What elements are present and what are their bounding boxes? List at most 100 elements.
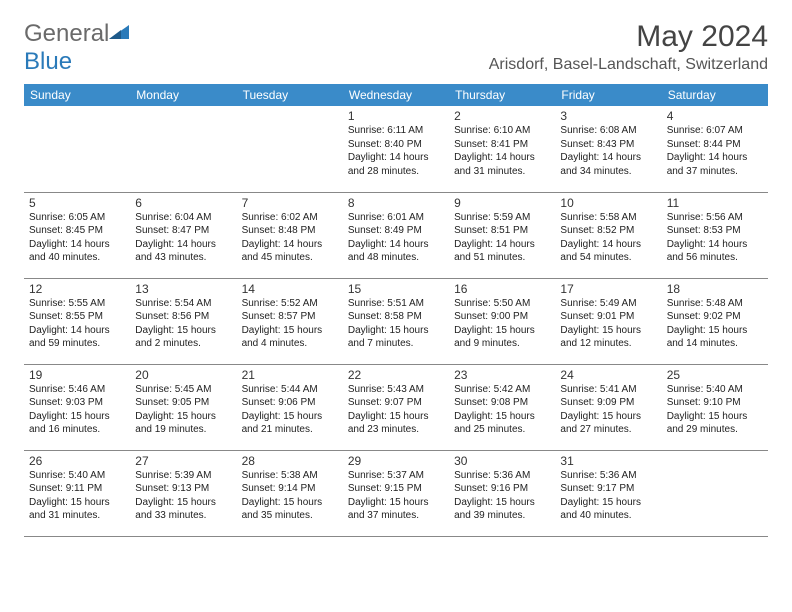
day-info: Sunrise: 6:01 AMSunset: 8:49 PMDaylight:…	[348, 211, 444, 265]
day-info: Sunrise: 5:50 AMSunset: 9:00 PMDaylight:…	[454, 297, 550, 351]
logo-text: GeneralBlue	[24, 20, 131, 76]
day-info: Sunrise: 5:58 AMSunset: 8:52 PMDaylight:…	[560, 211, 656, 265]
calendar-week-row: 26Sunrise: 5:40 AMSunset: 9:11 PMDayligh…	[24, 450, 768, 536]
day-info: Sunrise: 5:56 AMSunset: 8:53 PMDaylight:…	[667, 211, 763, 265]
day-info: Sunrise: 6:05 AMSunset: 8:45 PMDaylight:…	[29, 211, 125, 265]
calendar-day-cell: 12Sunrise: 5:55 AMSunset: 8:55 PMDayligh…	[24, 278, 130, 364]
calendar-day-cell: 6Sunrise: 6:04 AMSunset: 8:47 PMDaylight…	[130, 192, 236, 278]
day-info: Sunrise: 5:40 AMSunset: 9:11 PMDaylight:…	[29, 469, 125, 523]
day-number: 25	[667, 368, 763, 382]
day-number: 31	[560, 454, 656, 468]
calendar-day-cell: 4Sunrise: 6:07 AMSunset: 8:44 PMDaylight…	[662, 106, 768, 192]
day-number: 19	[29, 368, 125, 382]
day-info: Sunrise: 5:52 AMSunset: 8:57 PMDaylight:…	[242, 297, 338, 351]
calendar-day-cell: 20Sunrise: 5:45 AMSunset: 9:05 PMDayligh…	[130, 364, 236, 450]
day-info: Sunrise: 5:43 AMSunset: 9:07 PMDaylight:…	[348, 383, 444, 437]
calendar-day-cell: 10Sunrise: 5:58 AMSunset: 8:52 PMDayligh…	[555, 192, 661, 278]
calendar-day-cell: 13Sunrise: 5:54 AMSunset: 8:56 PMDayligh…	[130, 278, 236, 364]
day-number: 16	[454, 282, 550, 296]
day-info: Sunrise: 5:49 AMSunset: 9:01 PMDaylight:…	[560, 297, 656, 351]
weekday-header: Thursday	[449, 84, 555, 106]
day-info: Sunrise: 6:08 AMSunset: 8:43 PMDaylight:…	[560, 124, 656, 178]
location: Arisdorf, Basel-Landschaft, Switzerland	[489, 56, 768, 74]
calendar-day-cell: 24Sunrise: 5:41 AMSunset: 9:09 PMDayligh…	[555, 364, 661, 450]
calendar-day-cell: 22Sunrise: 5:43 AMSunset: 9:07 PMDayligh…	[343, 364, 449, 450]
weekday-header: Sunday	[24, 84, 130, 106]
calendar-day-cell: 5Sunrise: 6:05 AMSunset: 8:45 PMDaylight…	[24, 192, 130, 278]
day-number: 15	[348, 282, 444, 296]
day-number: 29	[348, 454, 444, 468]
day-number: 3	[560, 109, 656, 123]
calendar-week-row: 12Sunrise: 5:55 AMSunset: 8:55 PMDayligh…	[24, 278, 768, 364]
calendar-day-cell: 11Sunrise: 5:56 AMSunset: 8:53 PMDayligh…	[662, 192, 768, 278]
day-number: 9	[454, 196, 550, 210]
day-number: 7	[242, 196, 338, 210]
day-number: 14	[242, 282, 338, 296]
calendar-day-cell: 27Sunrise: 5:39 AMSunset: 9:13 PMDayligh…	[130, 450, 236, 536]
day-number: 13	[135, 282, 231, 296]
day-info: Sunrise: 5:51 AMSunset: 8:58 PMDaylight:…	[348, 297, 444, 351]
weekday-header: Saturday	[662, 84, 768, 106]
day-info: Sunrise: 5:48 AMSunset: 9:02 PMDaylight:…	[667, 297, 763, 351]
calendar-day-cell: 15Sunrise: 5:51 AMSunset: 8:58 PMDayligh…	[343, 278, 449, 364]
day-number: 26	[29, 454, 125, 468]
logo-part1: General	[24, 20, 109, 47]
day-number: 11	[667, 196, 763, 210]
calendar-day-cell: 9Sunrise: 5:59 AMSunset: 8:51 PMDaylight…	[449, 192, 555, 278]
weekday-header: Monday	[130, 84, 236, 106]
calendar-day-cell: 21Sunrise: 5:44 AMSunset: 9:06 PMDayligh…	[237, 364, 343, 450]
day-number: 2	[454, 109, 550, 123]
day-number: 21	[242, 368, 338, 382]
weekday-header: Wednesday	[343, 84, 449, 106]
day-number: 22	[348, 368, 444, 382]
weekday-header: Friday	[555, 84, 661, 106]
day-info: Sunrise: 6:02 AMSunset: 8:48 PMDaylight:…	[242, 211, 338, 265]
calendar-day-cell: 19Sunrise: 5:46 AMSunset: 9:03 PMDayligh…	[24, 364, 130, 450]
day-number: 8	[348, 196, 444, 210]
calendar-week-row: 1Sunrise: 6:11 AMSunset: 8:40 PMDaylight…	[24, 106, 768, 192]
day-info: Sunrise: 5:38 AMSunset: 9:14 PMDaylight:…	[242, 469, 338, 523]
day-info: Sunrise: 5:39 AMSunset: 9:13 PMDaylight:…	[135, 469, 231, 523]
day-number: 4	[667, 109, 763, 123]
day-info: Sunrise: 5:40 AMSunset: 9:10 PMDaylight:…	[667, 383, 763, 437]
calendar-day-cell: 31Sunrise: 5:36 AMSunset: 9:17 PMDayligh…	[555, 450, 661, 536]
calendar-day-cell: 23Sunrise: 5:42 AMSunset: 9:08 PMDayligh…	[449, 364, 555, 450]
calendar-day-cell: 29Sunrise: 5:37 AMSunset: 9:15 PMDayligh…	[343, 450, 449, 536]
day-number: 23	[454, 368, 550, 382]
day-info: Sunrise: 5:55 AMSunset: 8:55 PMDaylight:…	[29, 297, 125, 351]
calendar-week-row: 5Sunrise: 6:05 AMSunset: 8:45 PMDaylight…	[24, 192, 768, 278]
day-number: 17	[560, 282, 656, 296]
calendar-day-cell: 2Sunrise: 6:10 AMSunset: 8:41 PMDaylight…	[449, 106, 555, 192]
calendar-week-row: 19Sunrise: 5:46 AMSunset: 9:03 PMDayligh…	[24, 364, 768, 450]
day-number: 5	[29, 196, 125, 210]
day-number: 20	[135, 368, 231, 382]
day-number: 30	[454, 454, 550, 468]
calendar-body: 1Sunrise: 6:11 AMSunset: 8:40 PMDaylight…	[24, 106, 768, 536]
calendar-day-cell: 26Sunrise: 5:40 AMSunset: 9:11 PMDayligh…	[24, 450, 130, 536]
day-info: Sunrise: 6:04 AMSunset: 8:47 PMDaylight:…	[135, 211, 231, 265]
calendar-day-cell: 7Sunrise: 6:02 AMSunset: 8:48 PMDaylight…	[237, 192, 343, 278]
day-info: Sunrise: 6:10 AMSunset: 8:41 PMDaylight:…	[454, 124, 550, 178]
calendar-empty-cell	[24, 106, 130, 192]
calendar-empty-cell	[237, 106, 343, 192]
calendar-day-cell: 25Sunrise: 5:40 AMSunset: 9:10 PMDayligh…	[662, 364, 768, 450]
calendar-day-cell: 1Sunrise: 6:11 AMSunset: 8:40 PMDaylight…	[343, 106, 449, 192]
calendar-day-cell: 17Sunrise: 5:49 AMSunset: 9:01 PMDayligh…	[555, 278, 661, 364]
calendar-day-cell: 8Sunrise: 6:01 AMSunset: 8:49 PMDaylight…	[343, 192, 449, 278]
logo: GeneralBlue	[24, 20, 131, 76]
day-info: Sunrise: 5:54 AMSunset: 8:56 PMDaylight:…	[135, 297, 231, 351]
day-number: 28	[242, 454, 338, 468]
calendar-day-cell: 16Sunrise: 5:50 AMSunset: 9:00 PMDayligh…	[449, 278, 555, 364]
calendar-empty-cell	[130, 106, 236, 192]
day-info: Sunrise: 5:37 AMSunset: 9:15 PMDaylight:…	[348, 469, 444, 523]
day-info: Sunrise: 5:59 AMSunset: 8:51 PMDaylight:…	[454, 211, 550, 265]
day-info: Sunrise: 6:07 AMSunset: 8:44 PMDaylight:…	[667, 124, 763, 178]
day-number: 1	[348, 109, 444, 123]
logo-part2: Blue	[24, 48, 72, 75]
day-info: Sunrise: 6:11 AMSunset: 8:40 PMDaylight:…	[348, 124, 444, 178]
day-number: 12	[29, 282, 125, 296]
day-info: Sunrise: 5:36 AMSunset: 9:16 PMDaylight:…	[454, 469, 550, 523]
day-number: 6	[135, 196, 231, 210]
title-block: May 2024 Arisdorf, Basel-Landschaft, Swi…	[489, 20, 768, 74]
day-number: 27	[135, 454, 231, 468]
